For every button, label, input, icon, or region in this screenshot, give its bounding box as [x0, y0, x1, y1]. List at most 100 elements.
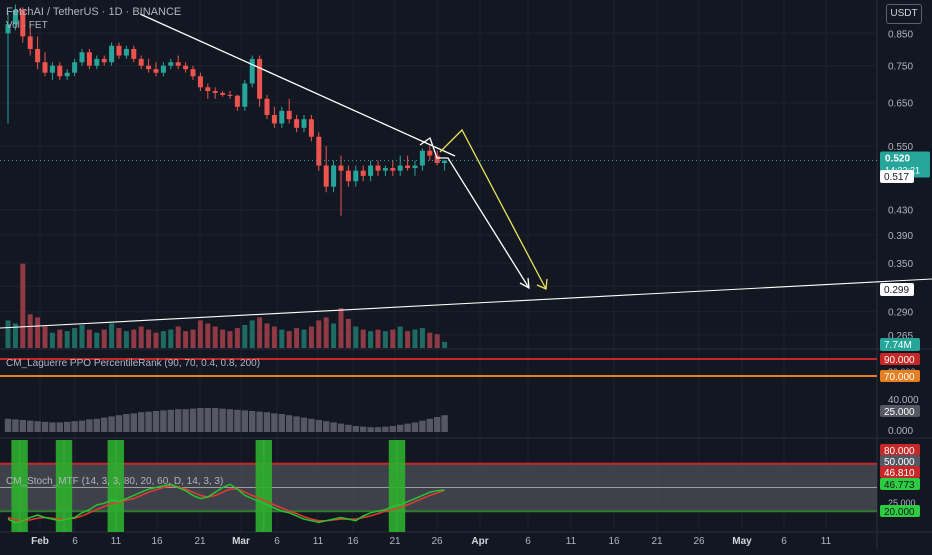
laguerre-bar	[34, 421, 41, 432]
laguerre-bar	[49, 422, 56, 432]
candle-body	[79, 52, 85, 63]
laguerre-bar	[4, 418, 12, 432]
volume-bar	[442, 341, 448, 348]
stoch-highlight-bar	[388, 440, 398, 532]
level-badge-text: 0.517	[884, 172, 909, 183]
laguerre-bar	[360, 426, 367, 432]
volume-bar	[5, 320, 11, 348]
laguerre-bar	[293, 416, 300, 432]
level-badge	[880, 170, 914, 183]
volume-bar	[257, 317, 263, 348]
laguerre-bar	[219, 408, 226, 432]
candle-body	[442, 160, 448, 164]
laguerre-bar	[27, 420, 34, 432]
laguerre-bar	[86, 419, 93, 432]
price-tick: 0.550	[888, 142, 913, 153]
stoch-highlight-bar	[107, 440, 117, 532]
stoch-d-line	[7, 485, 445, 522]
laguerre-bar	[352, 426, 359, 432]
volume-bar	[353, 326, 359, 348]
line-badge-text: 0.299	[884, 285, 909, 296]
laguerre-bar	[175, 409, 182, 432]
laguerre-indicator-label[interactable]: CM_Laguerre PPO PercentileRank (90, 70, …	[6, 358, 261, 369]
volume-bar	[234, 328, 240, 348]
stoch-d-badge-text: 46.810	[884, 468, 915, 479]
laguerre-bar	[271, 413, 278, 432]
laguerre-90-badge	[880, 353, 920, 365]
quote-currency-button[interactable]: USDT	[886, 4, 922, 24]
laguerre-bar	[130, 413, 137, 432]
volume-bar	[308, 326, 314, 348]
laguerre-bar	[278, 414, 285, 432]
candle-body	[86, 52, 92, 66]
laguerre-bar	[71, 421, 78, 432]
candle-body	[153, 69, 159, 73]
volume-bar	[360, 329, 366, 348]
volume-bar	[323, 317, 329, 348]
stoch-highlight-bar	[55, 440, 65, 532]
candle-body	[190, 69, 196, 77]
laguerre-bar	[152, 411, 160, 432]
candle-body	[427, 150, 433, 156]
symbol-title[interactable]: FetchAI / TetherUS · 1D · BINANCE	[6, 6, 182, 18]
volume-bar	[123, 331, 129, 348]
candle-body	[116, 45, 122, 56]
candle-body	[109, 45, 115, 63]
price-tick: 0.850	[888, 29, 913, 40]
candle-body	[49, 65, 55, 73]
candle-body	[390, 168, 396, 171]
stoch-highlight-bar	[396, 440, 406, 532]
candle-body	[160, 65, 166, 73]
stoch-50-badge-text: 50.000	[884, 457, 915, 468]
laguerre-bar	[256, 411, 263, 432]
candle-body	[434, 155, 440, 164]
x-axis-label: Feb	[31, 536, 49, 547]
x-axis-label: 16	[608, 536, 620, 547]
laguerre-bar	[204, 408, 211, 432]
volume-bar	[227, 331, 233, 348]
candle-body	[257, 58, 263, 99]
candle-body	[338, 165, 344, 171]
candle-body	[271, 114, 277, 124]
stoch-50-badge	[880, 455, 920, 467]
x-axis-label: May	[732, 536, 752, 547]
white-projection-path	[419, 136, 530, 289]
stoch-20-badge	[880, 505, 920, 517]
candle-body	[294, 119, 300, 128]
candle-body	[301, 119, 307, 128]
stoch-highlight-bar	[11, 440, 21, 532]
candle-body	[183, 65, 189, 70]
laguerre-bar	[93, 418, 100, 432]
laguerre-bar	[323, 421, 330, 432]
volume-bar	[101, 329, 107, 348]
yellow-projection-path	[439, 128, 547, 290]
stoch-indicator-label[interactable]: CM_Stoch_MTF (14, 3, 3, 80, 20, 60, D, 1…	[6, 476, 224, 487]
laguerre-bar	[441, 415, 448, 432]
candle-body	[72, 62, 78, 73]
stoch-k-line	[7, 483, 445, 524]
volume-bar	[27, 314, 33, 348]
volume-bar	[205, 323, 211, 348]
volume-bar	[49, 332, 55, 348]
x-axis-label: 11	[313, 536, 324, 547]
price-tick: 0.350	[888, 259, 913, 270]
candle-body	[412, 165, 418, 169]
volume-bar	[419, 328, 425, 348]
laguerre-bar	[64, 421, 71, 432]
candle-body	[368, 165, 374, 176]
descending-trendline	[139, 13, 456, 157]
laguerre-bar	[249, 411, 256, 432]
volume-bar	[64, 331, 70, 348]
laguerre-bar	[404, 423, 411, 432]
x-axis-label: 21	[194, 536, 206, 547]
candle-body	[360, 170, 366, 176]
candle-body	[279, 110, 285, 124]
laguerre-bar	[12, 419, 19, 432]
candle-body	[308, 119, 314, 137]
laguerre-bar	[108, 416, 115, 432]
volume-bar	[12, 323, 18, 348]
price-tick: 0.390	[888, 231, 913, 242]
volume-bar	[279, 329, 285, 348]
